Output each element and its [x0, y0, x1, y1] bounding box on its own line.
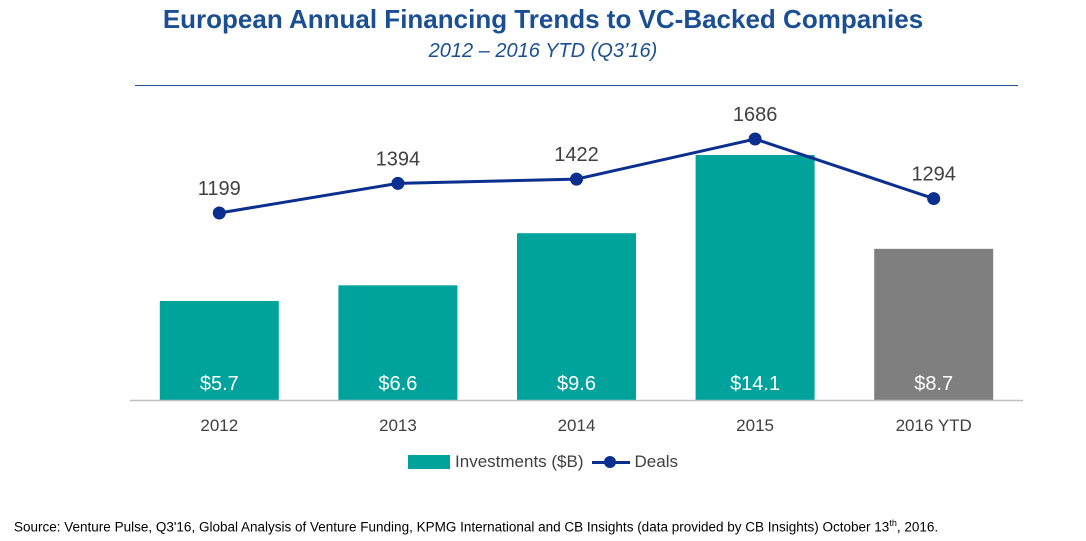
source-note: Source: Venture Pulse, Q3'16, Global Ana…: [14, 518, 939, 535]
x-tick-label: 2013: [379, 416, 417, 435]
x-tick-label: 2015: [736, 416, 774, 435]
deals-point: [927, 192, 941, 206]
legend-item-deals: Deals: [591, 452, 678, 472]
chart-title: European Annual Financing Trends to VC-B…: [162, 4, 924, 34]
deals-point: [212, 206, 226, 220]
deals-point: [570, 172, 583, 186]
deals-value-label: 1422: [554, 144, 599, 166]
bar-investment: [517, 233, 636, 400]
legend-item-investments: Investments ($B): [408, 452, 584, 472]
bar-value-label: $8.7: [914, 373, 953, 395]
bar-value-label: $5.7: [200, 373, 239, 395]
deals-value-label: 1686: [733, 104, 778, 126]
legend-line-swatch: [591, 455, 630, 469]
bar-value-label: $9.6: [557, 373, 596, 395]
bar-value-label: $6.6: [378, 373, 417, 395]
bar-investment: [338, 285, 458, 400]
title-divider: [135, 85, 1018, 86]
deals-value-label: 1199: [198, 178, 241, 200]
bar-investment: [695, 155, 815, 400]
deals-value-label: 1294: [911, 164, 956, 186]
legend-deals-label: Deals: [634, 452, 678, 471]
deals-value-label: 1394: [376, 148, 421, 170]
deals-point: [391, 176, 405, 190]
bar-investment: [159, 300, 279, 400]
deals-point: [748, 132, 762, 146]
chart-legend: Investments ($B) Deals: [0, 452, 1086, 472]
x-tick-label: 2012: [200, 416, 238, 435]
x-tick-label: 2016 YTD: [896, 416, 972, 435]
bar-value-label: $14.1: [730, 373, 780, 395]
legend-investments-label: Investments ($B): [455, 452, 584, 471]
bar-investment: [874, 248, 994, 400]
chart-subtitle: 2012 – 2016 YTD (Q3’16): [428, 40, 658, 62]
x-tick-label: 2014: [558, 416, 596, 435]
combo-chart: $5.7 2012 $6.6 2013 $9.6 2014 $14.1 2015 $8.7 201…: [130, 104, 1023, 435]
legend-bar-swatch: [408, 455, 451, 469]
